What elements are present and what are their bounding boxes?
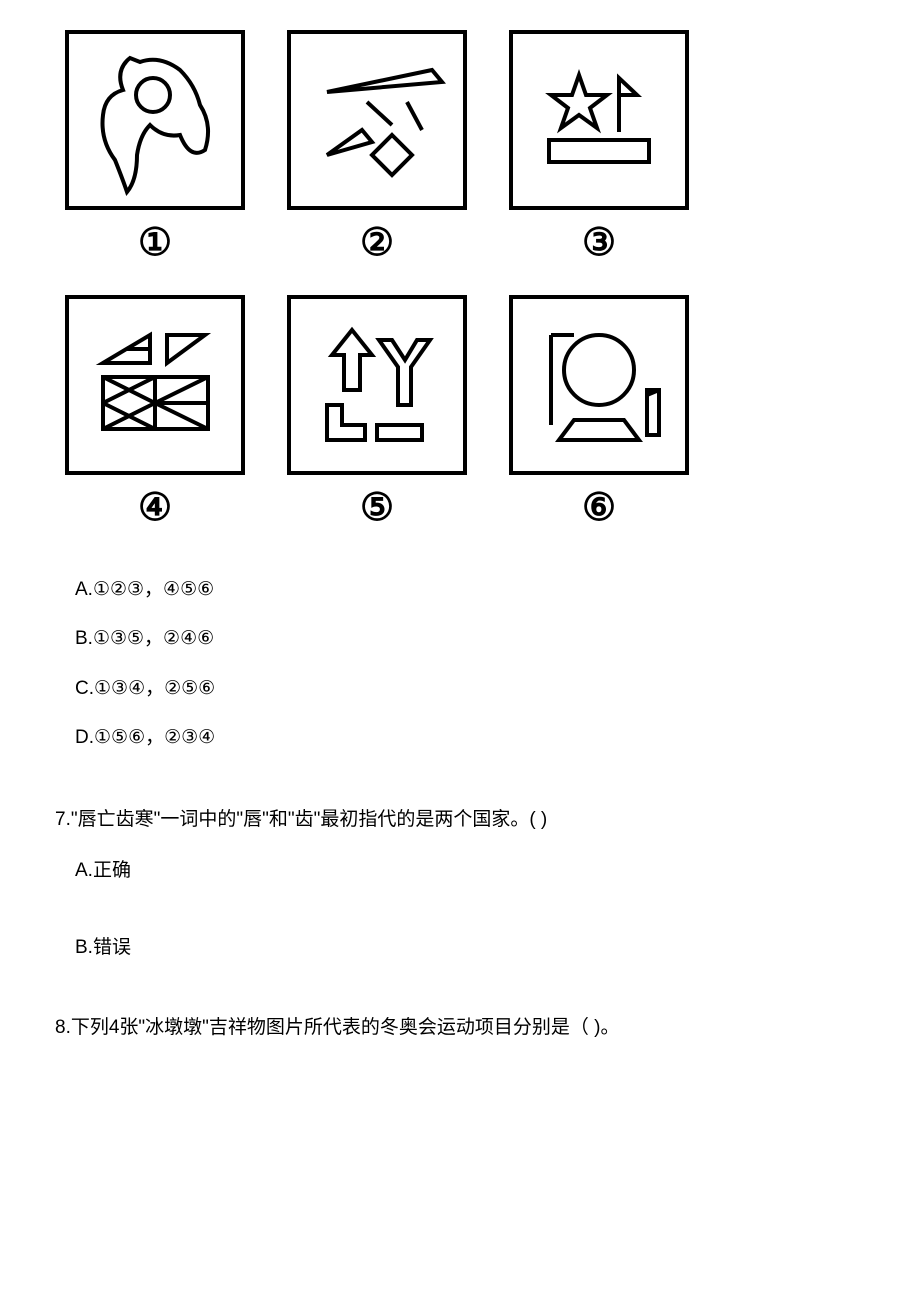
option-c[interactable]: C.①③④，②⑤⑥	[75, 664, 865, 713]
figure-label-4: ④	[138, 485, 172, 530]
q7-option-a[interactable]: A.正确	[75, 846, 865, 895]
figure-cell-2: ②	[277, 30, 477, 265]
figure-cell-3: ③	[499, 30, 699, 265]
figure-box-6	[509, 295, 689, 475]
figure-label-2: ②	[360, 220, 394, 265]
figure-label-5: ⑤	[360, 485, 394, 530]
figure-svg-4	[75, 305, 235, 465]
figure-svg-2	[297, 40, 457, 200]
figure-box-4	[65, 295, 245, 475]
question-7: 7."唇亡齿寒"一词中的"唇"和"齿"最初指代的是两个国家。( )	[55, 793, 865, 846]
figure-cell-5: ⑤	[277, 295, 477, 530]
figure-svg-1	[75, 40, 235, 200]
figure-cell-1: ①	[55, 30, 255, 265]
figure-box-3	[509, 30, 689, 210]
figure-svg-6	[519, 305, 679, 465]
question-8: 8.下列4张"冰墩墩"吉祥物图片所代表的冬奥会运动项目分别是（ )。	[55, 1001, 865, 1054]
figure-svg-3	[519, 40, 679, 200]
option-b[interactable]: B.①③⑤，②④⑥	[75, 614, 865, 663]
figure-box-2	[287, 30, 467, 210]
figure-box-5	[287, 295, 467, 475]
answer-options-block: A.①②③，④⑤⑥ B.①③⑤，②④⑥ C.①③④，②⑤⑥ D.①⑤⑥，②③④	[75, 565, 865, 763]
q7-option-b[interactable]: B.错误	[75, 923, 865, 972]
figure-label-6: ⑥	[582, 485, 616, 530]
option-a[interactable]: A.①②③，④⑤⑥	[75, 565, 865, 614]
figure-label-3: ③	[582, 220, 616, 265]
option-d[interactable]: D.①⑤⑥，②③④	[75, 713, 865, 762]
figure-label-1: ①	[138, 220, 172, 265]
figure-box-1	[65, 30, 245, 210]
figure-grid: ① ② ③	[55, 30, 865, 530]
figure-cell-6: ⑥	[499, 295, 699, 530]
figure-cell-4: ④	[55, 295, 255, 530]
figure-svg-5	[297, 305, 457, 465]
